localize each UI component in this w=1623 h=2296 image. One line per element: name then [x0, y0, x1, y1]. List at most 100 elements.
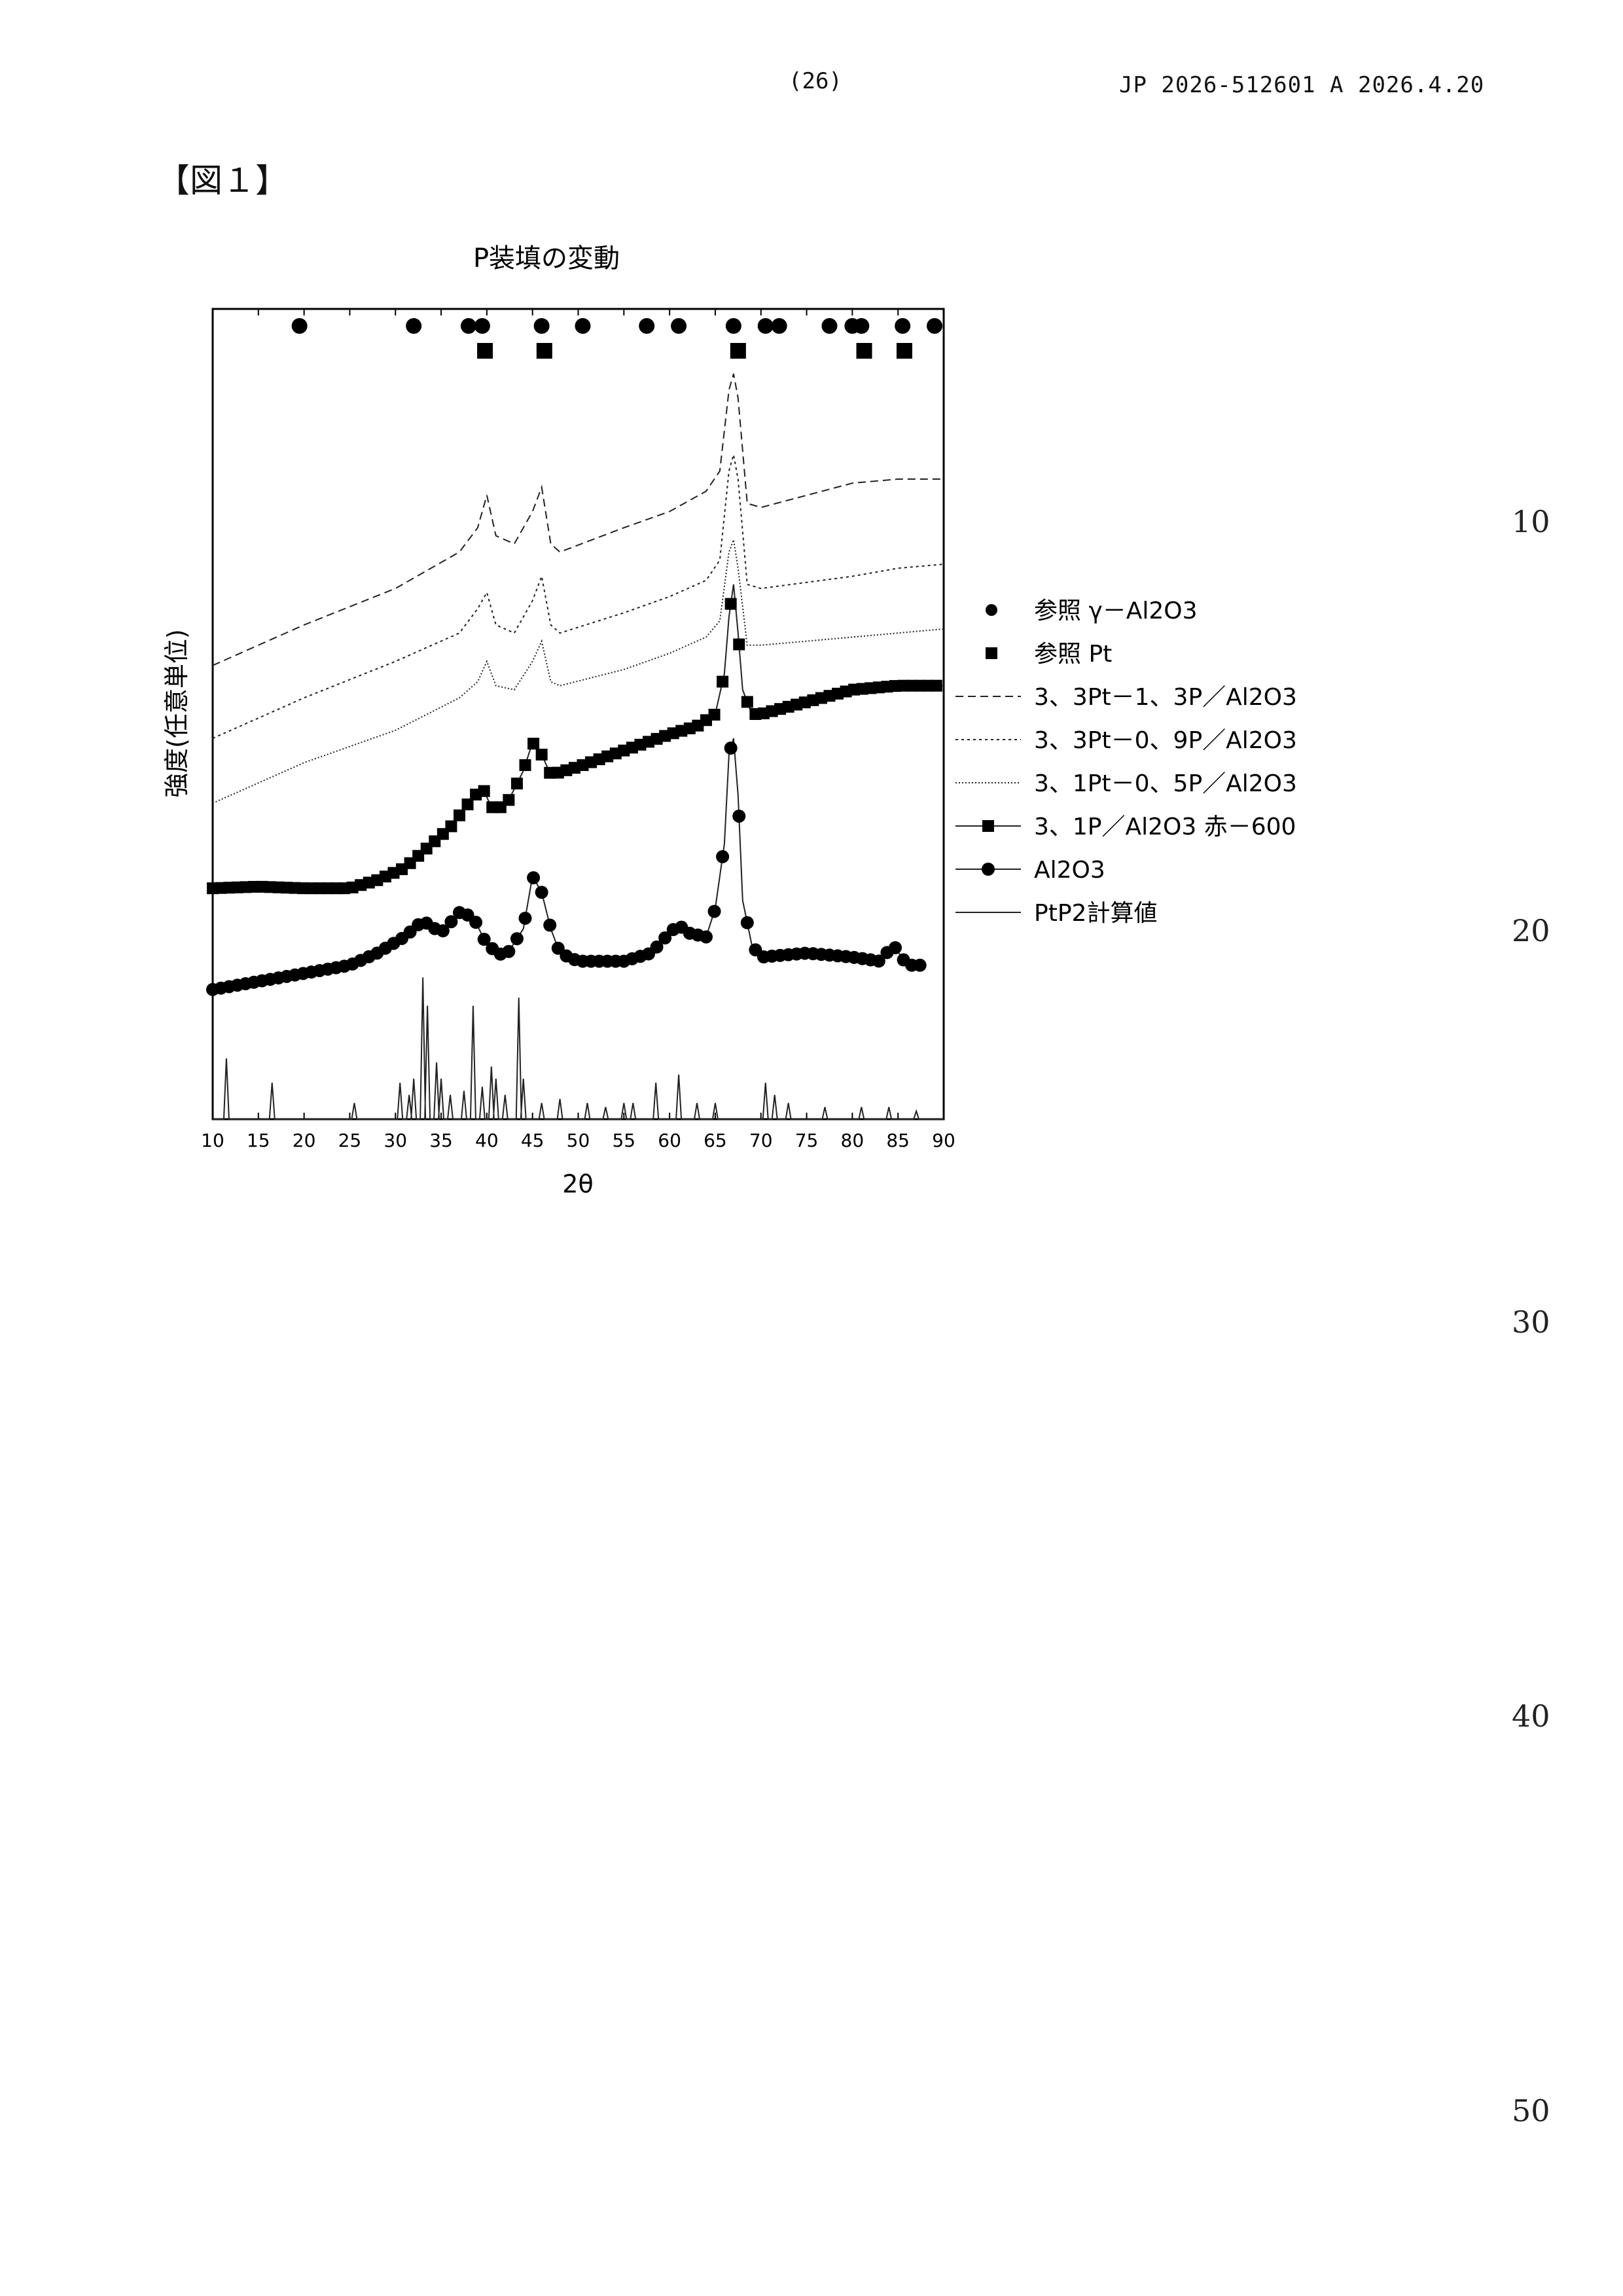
legend: 参照 γ－Al2O3 参照 Pt 3、3Pt－1、3P／Al2O3 3、3Pt－0、9…	[955, 598, 1297, 927]
data-point-square	[733, 638, 745, 651]
data-point-square	[741, 696, 753, 708]
reference-circle-marker	[927, 318, 943, 334]
data-point-square	[503, 794, 515, 806]
data-point-square	[510, 778, 523, 790]
legend-square-marker	[986, 647, 997, 659]
data-point-circle	[740, 916, 754, 929]
reference-circle-marker	[406, 318, 422, 334]
reference-markers	[291, 318, 943, 359]
x-tick-label: 10	[201, 1130, 224, 1151]
data-point-circle	[477, 933, 491, 946]
series-layer	[206, 373, 944, 1120]
x-tick-label: 20	[293, 1130, 316, 1151]
data-point-circle	[872, 954, 885, 968]
legend-circle-marker	[982, 863, 995, 876]
data-point-circle	[716, 850, 730, 863]
data-point-square	[930, 679, 942, 692]
reference-circle-marker	[639, 318, 655, 334]
data-point-circle	[707, 905, 721, 918]
series-line	[212, 454, 944, 740]
data-point-circle	[469, 916, 483, 929]
x-tick-label: 80	[841, 1130, 865, 1151]
x-tick-label: 90	[932, 1130, 955, 1151]
legend-label: 3、1Pt－0、5P／Al2O3	[1034, 770, 1297, 797]
data-point-square	[519, 759, 531, 771]
data-point-circle	[913, 958, 927, 972]
line-number-30: 30	[1512, 1304, 1550, 1340]
figure-label: 【図１】	[157, 162, 288, 200]
reference-square-marker	[856, 343, 872, 359]
x-tick-label: 45	[521, 1130, 544, 1151]
data-point-circle	[510, 932, 524, 946]
reference-circle-marker	[725, 318, 741, 334]
data-point-circle	[518, 911, 532, 925]
data-point-circle	[658, 931, 672, 944]
data-point-circle	[888, 941, 902, 954]
legend-label: 参照 γ－Al2O3	[1034, 598, 1198, 624]
x-tick-label: 15	[247, 1130, 270, 1151]
data-point-square	[717, 675, 729, 688]
reference-square-marker	[730, 343, 746, 359]
data-point-circle	[551, 941, 565, 955]
series-line	[213, 977, 944, 1120]
x-tick-label: 35	[429, 1130, 453, 1151]
data-point-circle	[502, 944, 516, 958]
x-axis-label: 2θ	[562, 1170, 593, 1198]
data-point-circle	[535, 886, 548, 899]
data-point-circle	[527, 871, 541, 885]
reference-square-marker	[896, 343, 912, 359]
legend-label: PtP2計算値	[1034, 900, 1157, 927]
reference-circle-marker	[771, 318, 787, 334]
legend-circle-marker	[986, 604, 997, 616]
legend-label: 3、1P／Al2O3 赤－600	[1034, 814, 1296, 840]
data-point-square	[453, 809, 465, 821]
reference-square-marker	[536, 343, 552, 359]
data-point-circle	[543, 918, 557, 932]
x-tick-label: 55	[612, 1130, 635, 1151]
series-line	[212, 373, 944, 666]
x-tick-label: 40	[475, 1130, 499, 1151]
x-ticks: 10 15 20 25 30 35 40 45 50 55 60 65 70 75 80 85 90	[201, 309, 955, 1151]
legend-label: 参照 Pt	[1034, 641, 1112, 668]
data-point-circle	[724, 741, 738, 755]
x-tick-label: 30	[383, 1130, 407, 1151]
reference-circle-marker	[853, 318, 870, 334]
plot-frame	[211, 308, 945, 1121]
series-line	[212, 584, 944, 889]
line-number-50: 50	[1512, 2093, 1550, 2128]
legend-label: 3、3Pt－0、9P／Al2O3	[1034, 727, 1297, 754]
reference-circle-marker	[895, 318, 911, 334]
data-point-square	[724, 598, 737, 610]
reference-square-marker	[477, 343, 493, 359]
data-point-square	[445, 820, 457, 833]
data-point-square	[535, 748, 548, 761]
reference-circle-marker	[460, 318, 476, 334]
data-point-circle	[732, 809, 746, 823]
legend-label: 3、3Pt－1、3P／Al2O3	[1034, 684, 1297, 711]
x-tick-label: 50	[567, 1130, 590, 1151]
data-point-circle	[444, 915, 458, 929]
patent-id: JP 2026-512601 A 2026.4.20	[1119, 72, 1485, 98]
reference-circle-marker	[474, 318, 490, 334]
line-number-10: 10	[1512, 504, 1550, 539]
reference-circle-marker	[821, 318, 838, 334]
data-point-circle	[699, 930, 713, 944]
reference-circle-marker	[291, 318, 308, 334]
reference-circle-marker	[533, 318, 550, 334]
legend-label: Al2O3	[1034, 857, 1105, 884]
x-tick-label: 25	[338, 1130, 362, 1151]
data-point-square	[478, 785, 490, 797]
x-tick-label: 70	[749, 1130, 773, 1151]
line-number-20: 20	[1512, 913, 1550, 948]
reference-circle-marker	[575, 318, 591, 334]
series-line	[212, 537, 944, 804]
data-point-circle	[650, 940, 664, 954]
legend-square-marker	[982, 820, 994, 832]
reference-circle-marker	[671, 318, 687, 334]
y-axis-label: 強度(任意単位)	[162, 629, 191, 798]
page-number: (26)	[789, 68, 842, 94]
x-tick-label: 60	[658, 1130, 681, 1151]
data-point-circle	[436, 924, 450, 938]
chart-title: P装填の変動	[473, 243, 620, 274]
